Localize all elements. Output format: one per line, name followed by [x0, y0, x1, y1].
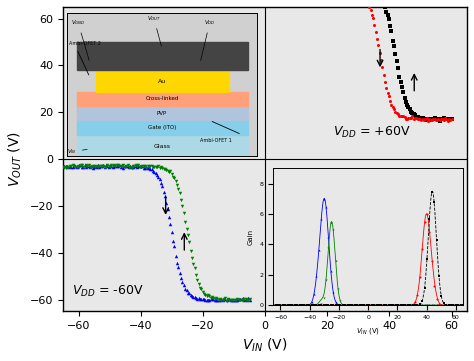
Text: $V_{DD}$ = +60V: $V_{DD}$ = +60V — [333, 125, 411, 140]
X-axis label: $V_{IN}$ (V): $V_{IN}$ (V) — [242, 337, 288, 354]
Y-axis label: $V_{OUT}$ (V): $V_{OUT}$ (V) — [7, 131, 24, 187]
Text: $V_{DD}$ = -60V: $V_{DD}$ = -60V — [73, 284, 144, 299]
